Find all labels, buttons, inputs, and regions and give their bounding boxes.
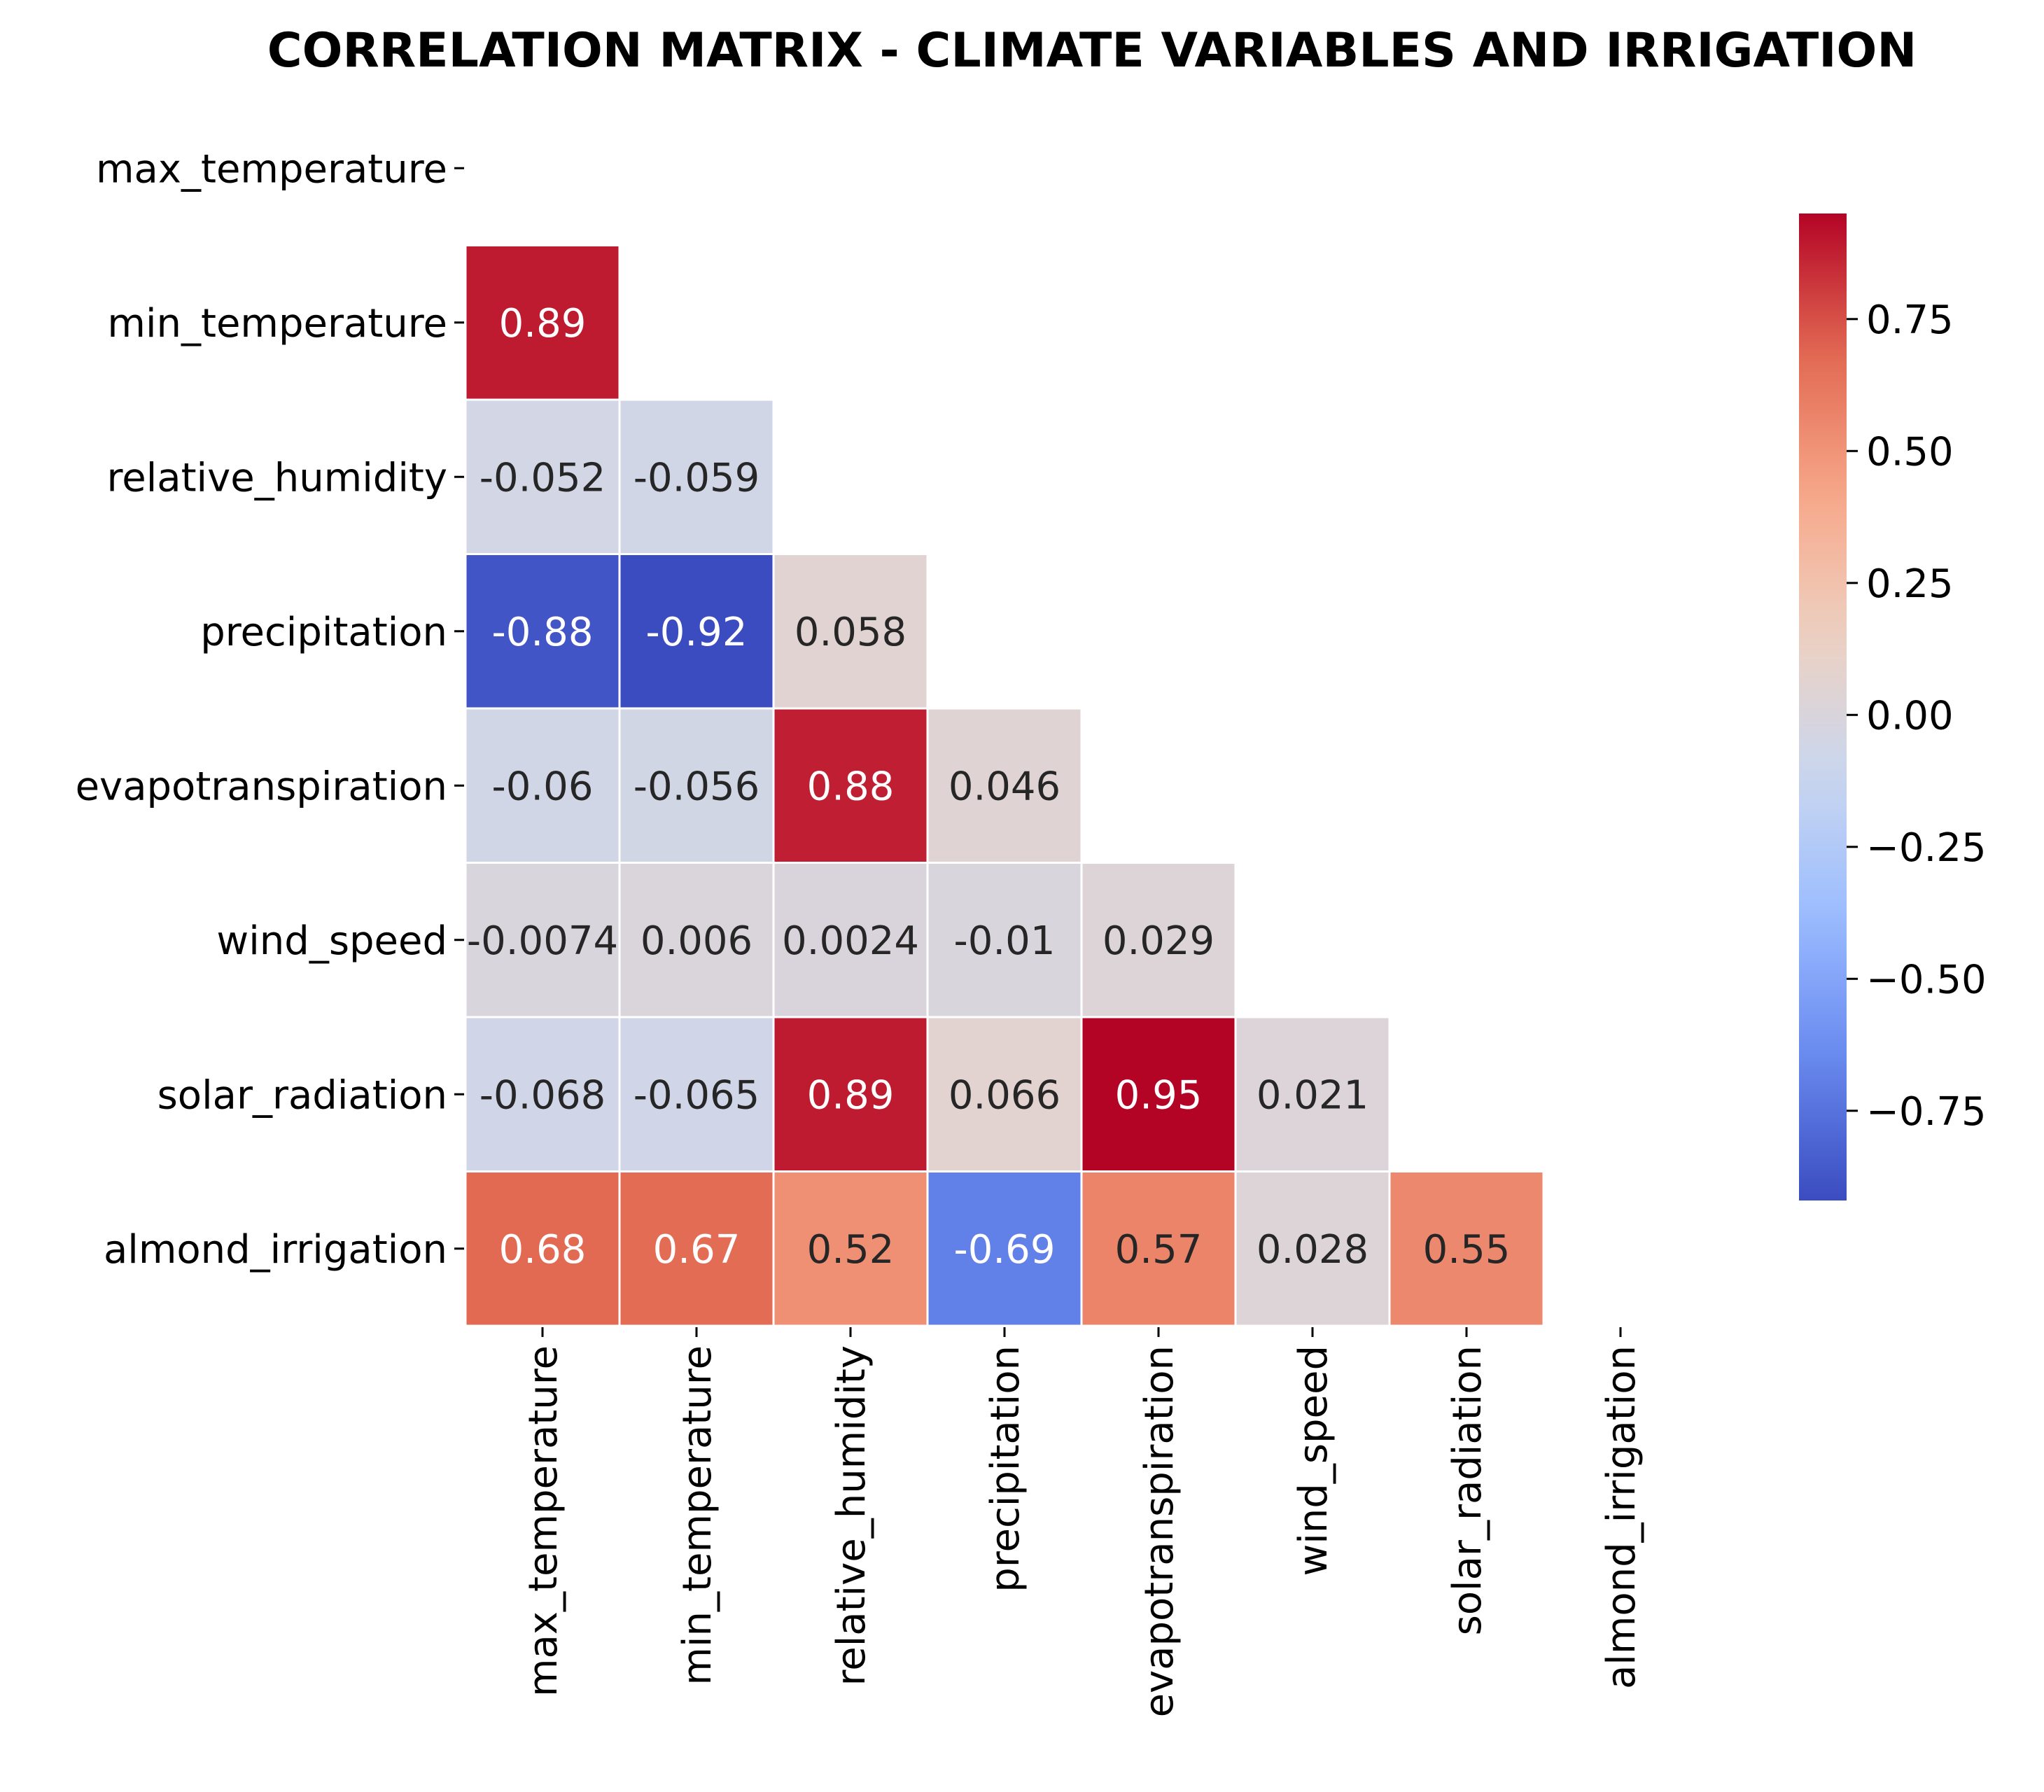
cell-value-label: 0.57 — [1115, 1227, 1203, 1273]
cell-value-label: 0.021 — [1256, 1072, 1368, 1118]
cell-value-label: -0.06 — [492, 764, 594, 809]
y-tick-label: evapotranspiration — [76, 764, 447, 809]
cell-value-label: -0.059 — [634, 455, 760, 500]
colorbar-gradient — [1799, 214, 1847, 1200]
heatmap-cell — [618, 553, 775, 710]
y-tick-label: precipitation — [200, 610, 447, 655]
colorbar-tick-label: −0.25 — [1866, 825, 1987, 871]
heatmap-cell — [926, 707, 1083, 864]
y-tick-label: almond_irrigation — [104, 1227, 447, 1273]
cell-value-label: -0.69 — [954, 1227, 1056, 1273]
x-axis-labels: max_temperature min_temperature relative_h… — [521, 1327, 1644, 1717]
colorbar: 0.75 0.50 0.25 0.00 −0.25 −0.50 −0.75 — [1799, 214, 1987, 1200]
y-axis-labels: max_temperature min_temperature relative_h… — [76, 146, 464, 1273]
cell-value-label: 0.006 — [640, 918, 752, 964]
heatmap-cell — [618, 862, 775, 1018]
x-tick-label: max_temperature — [521, 1345, 566, 1697]
x-tick-label: min_temperature — [675, 1345, 720, 1686]
heatmap-cell — [926, 862, 1083, 1018]
cell-value-label: 0.028 — [1256, 1227, 1368, 1273]
cell-value-label: -0.0074 — [467, 918, 618, 964]
cell-value-label: 0.88 — [807, 764, 895, 809]
heatmap-cell — [618, 707, 775, 864]
cell-value-label: 0.89 — [807, 1072, 895, 1118]
x-tick-label: evapotranspiration — [1137, 1345, 1182, 1717]
colorbar-tick-label: 0.50 — [1866, 429, 1954, 475]
heatmap-cell — [1234, 1016, 1391, 1172]
cell-value-label: -0.056 — [634, 764, 760, 809]
cell-value-label: -0.01 — [954, 918, 1056, 964]
y-tick-label: max_temperature — [96, 146, 447, 192]
heatmap-cell — [1080, 862, 1237, 1018]
cell-value-label: 0.029 — [1102, 918, 1214, 964]
y-tick-label: wind_speed — [216, 918, 447, 964]
heatmap-cell — [926, 1170, 1083, 1327]
colorbar-tick-label: 0.75 — [1866, 298, 1954, 343]
chart-title: CORRELATION MATRIX - CLIMATE VARIABLES A… — [267, 23, 1917, 78]
heatmap-cell — [464, 244, 621, 401]
heatmap-cell — [618, 1016, 775, 1172]
cell-value-label: -0.92 — [646, 610, 748, 655]
colorbar-tick-label: 0.25 — [1866, 561, 1954, 607]
heatmap-cell — [926, 1016, 1083, 1172]
y-tick-label: relative_humidity — [106, 455, 447, 500]
x-tick-label: solar_radiation — [1445, 1345, 1490, 1635]
cell-value-label: -0.88 — [492, 610, 594, 655]
cell-value-label: -0.052 — [479, 455, 606, 500]
heatmap-cell — [1080, 1016, 1237, 1172]
colorbar-tick-label: −0.50 — [1866, 957, 1987, 1002]
cell-value-label: -0.068 — [479, 1072, 606, 1118]
cell-value-label: 0.55 — [1423, 1227, 1511, 1273]
cell-value-label: -0.065 — [634, 1072, 760, 1118]
cell-value-label: 0.89 — [499, 301, 587, 346]
cell-value-label: 0.046 — [948, 764, 1060, 809]
x-tick-label: wind_speed — [1291, 1345, 1336, 1576]
heatmap-cell — [1388, 1170, 1545, 1327]
cell-value-label: 0.67 — [653, 1227, 741, 1273]
heatmap-cell — [464, 553, 621, 710]
heatmap-cell — [618, 398, 775, 555]
heatmap-cell — [772, 1016, 929, 1172]
heatmap-cell — [772, 553, 929, 710]
cell-value-label: 0.52 — [807, 1227, 895, 1273]
colorbar-tick-label: −0.75 — [1866, 1089, 1987, 1135]
cell-value-label: 0.0024 — [782, 918, 919, 964]
cell-value-label: 0.066 — [948, 1072, 1060, 1118]
y-tick-label: min_temperature — [107, 301, 447, 346]
cell-value-label: 0.058 — [794, 610, 906, 655]
heatmap-cell — [464, 1170, 621, 1327]
heatmap-cells: 0.89 -0.052 -0.059 -0.88 -0.92 0.058 -0.06 -0.0… — [464, 244, 1545, 1327]
x-tick-label: relative_humidity — [829, 1345, 874, 1686]
cell-value-label: 0.95 — [1115, 1072, 1203, 1118]
x-tick-label: almond_irrigation — [1599, 1345, 1644, 1689]
cell-value-label: 0.68 — [499, 1227, 587, 1273]
heatmap-cell — [618, 1170, 775, 1327]
colorbar-tick-label: 0.00 — [1866, 693, 1954, 738]
heatmap-cell — [772, 862, 929, 1018]
heatmap-cell — [464, 398, 621, 555]
y-tick-label: solar_radiation — [158, 1072, 447, 1118]
heatmap-cell — [1234, 1170, 1391, 1327]
heatmap-cell — [464, 1016, 621, 1172]
x-tick-label: precipitation — [983, 1345, 1028, 1592]
